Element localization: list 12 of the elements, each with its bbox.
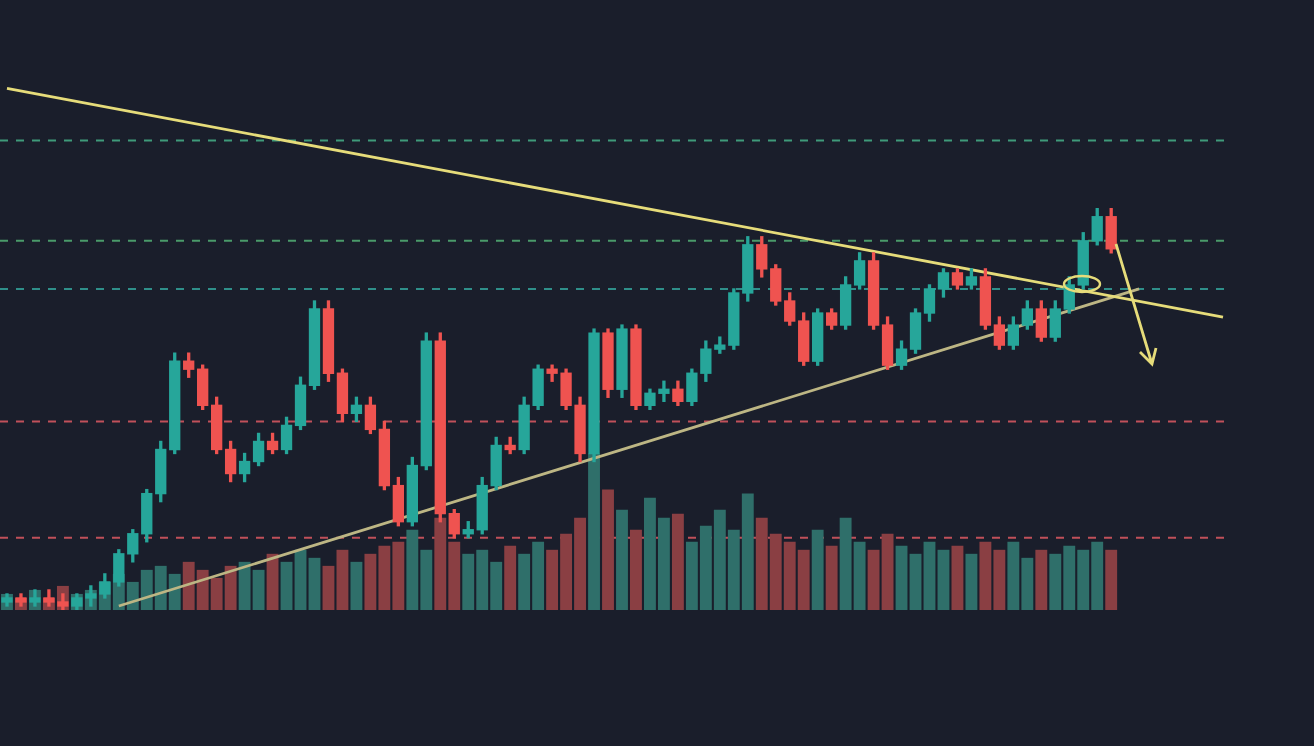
bar xyxy=(1105,549,1118,610)
bar xyxy=(630,529,642,610)
bar xyxy=(825,545,838,610)
bar xyxy=(602,489,614,610)
bar xyxy=(1035,549,1048,610)
bar xyxy=(671,513,684,610)
bar xyxy=(504,545,517,610)
bar xyxy=(350,561,363,610)
bar xyxy=(811,529,824,610)
bar xyxy=(951,545,964,610)
bar xyxy=(965,553,978,610)
bar xyxy=(616,509,628,610)
